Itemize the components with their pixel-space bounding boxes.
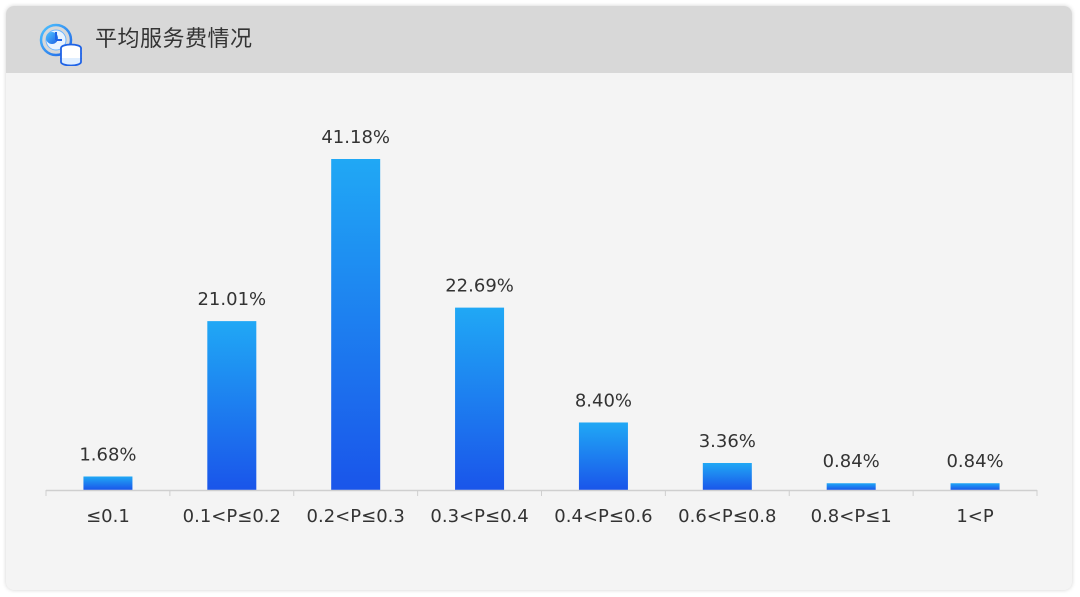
x-tick-label: 0.1<P≤0.2 [183,506,281,527]
bar-5 [702,462,752,490]
x-tick-label: 1<P [956,506,994,527]
data-label: 3.36% [699,431,756,452]
bar-4 [578,422,628,490]
bar-2 [331,159,381,490]
data-label: 8.40% [575,390,632,411]
bar-3 [455,307,505,490]
bar-0 [83,476,133,490]
bar-1 [207,321,257,490]
bar-chart: 1.68% ≤0.1 21.01% 0.1<P≤0.2 41.18% 0.2<P≤0.3 2… [45,127,1038,527]
x-tick-label: ≤0.1 [86,506,130,527]
data-label: 41.18% [321,127,390,148]
bar-7 [950,483,1000,490]
x-tick-label: 0.8<P≤1 [811,506,892,527]
page-title: 平均服务费情况 [95,27,253,52]
x-tick-label: 0.3<P≤0.4 [430,506,528,527]
x-tick-label: 0.2<P≤0.3 [307,506,405,527]
data-label: 21.01% [197,289,266,310]
data-label: 0.84% [946,451,1003,472]
data-label: 22.69% [445,276,514,297]
coins-clock-icon [38,22,86,67]
bar-6 [826,483,876,490]
data-label: 0.84% [823,451,880,472]
x-tick-label: 0.6<P≤0.8 [678,506,776,527]
data-label: 1.68% [79,444,136,465]
x-tick-label: 0.4<P≤0.6 [554,506,652,527]
card-header: 平均服务费情况 [6,6,1072,73]
chart-card: 平均服务费情况 1.68% ≤0.1 21.01% 0.1<P≤0.2 41.18% 0.… [6,6,1072,590]
